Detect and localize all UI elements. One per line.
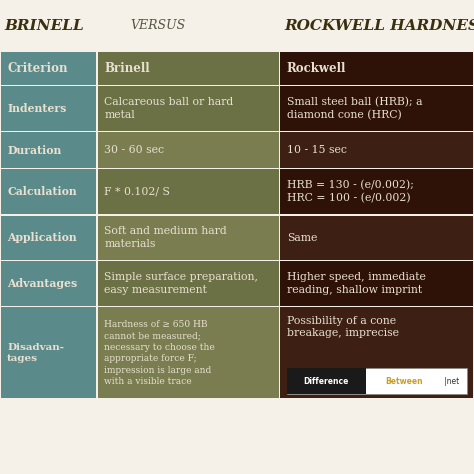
Bar <box>280 216 473 259</box>
Text: Advantages: Advantages <box>7 278 77 289</box>
Text: 30 - 60 sec: 30 - 60 sec <box>104 145 164 155</box>
Bar <box>98 170 279 214</box>
Bar <box>0 216 96 259</box>
Bar <box>280 86 473 131</box>
Text: F * 0.102/ S: F * 0.102/ S <box>104 187 170 197</box>
Text: Soft and medium hard
materials: Soft and medium hard materials <box>104 226 227 249</box>
Text: Possibility of a cone
breakage, imprecise: Possibility of a cone breakage, imprecis… <box>287 316 399 338</box>
Text: 10 - 15 sec: 10 - 15 sec <box>287 145 346 155</box>
Text: VERSUS: VERSUS <box>130 19 185 32</box>
Bar <box>287 368 366 394</box>
Bar <box>98 133 279 168</box>
Text: Small steel ball (HRB); a
diamond cone (HRC): Small steel ball (HRB); a diamond cone (… <box>287 97 422 120</box>
Bar <box>98 216 279 259</box>
Bar <box>0 307 96 398</box>
Text: Between: Between <box>385 377 423 386</box>
Text: Simple surface preparation,
easy measurement: Simple surface preparation, easy measure… <box>104 272 258 295</box>
Bar <box>0 261 96 306</box>
Text: ROCKWELL HARDNESS: ROCKWELL HARDNESS <box>284 18 474 33</box>
Text: Same: Same <box>287 233 317 243</box>
Text: Criterion: Criterion <box>7 62 68 75</box>
Bar <box>280 133 473 168</box>
Text: Disadvan-
tages: Disadvan- tages <box>7 343 64 363</box>
Text: |net: |net <box>444 377 459 386</box>
Text: Higher speed, immediate
reading, shallow imprint: Higher speed, immediate reading, shallow… <box>287 272 426 295</box>
Text: Application: Application <box>7 232 77 243</box>
Bar <box>98 307 279 398</box>
Text: Indenters: Indenters <box>7 103 66 114</box>
Text: Calcareous ball or hard
metal: Calcareous ball or hard metal <box>104 97 234 120</box>
Bar <box>280 307 473 398</box>
Bar <box>0 52 96 84</box>
Text: Hardness of ≥ 650 HB
cannot be measured;
necessary to choose the
appropriate for: Hardness of ≥ 650 HB cannot be measured;… <box>104 320 215 386</box>
Text: Brinell: Brinell <box>104 62 150 75</box>
Bar <box>98 86 279 131</box>
Text: Difference: Difference <box>304 377 349 386</box>
Bar <box>280 170 473 214</box>
Text: Rockwell: Rockwell <box>287 62 346 75</box>
Bar <box>280 52 473 84</box>
Bar <box>0 170 96 214</box>
Bar <box>98 52 279 84</box>
Text: Calculation: Calculation <box>7 186 77 198</box>
Bar <box>98 261 279 306</box>
Text: Duration: Duration <box>7 145 61 156</box>
Text: BRINELL: BRINELL <box>5 18 84 33</box>
Text: HRB = 130 - (e/0.002);
HRC = 100 - (e/0.002): HRB = 130 - (e/0.002); HRC = 100 - (e/0.… <box>287 180 414 204</box>
Bar <box>280 261 473 306</box>
Bar <box>0 86 96 131</box>
Bar <box>287 368 467 394</box>
Bar <box>0 133 96 168</box>
